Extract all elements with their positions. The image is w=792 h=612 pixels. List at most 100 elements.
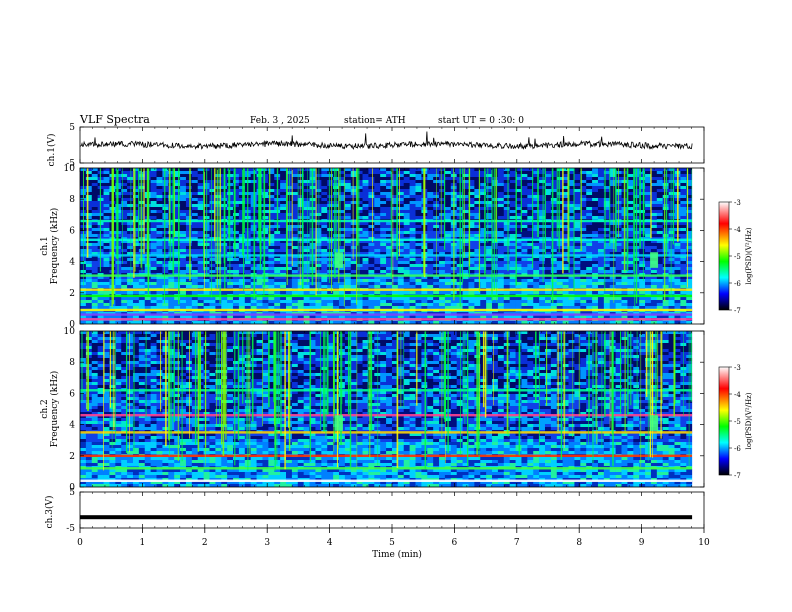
spectrogram-cell: [297, 282, 304, 286]
spectrogram-cell: [444, 255, 452, 259]
spectrogram-cell: [391, 222, 399, 226]
spectrogram-cell: [474, 168, 481, 172]
spectrogram-cell: [639, 267, 646, 271]
spectrogram-cell: [291, 216, 299, 220]
spectrogram-cell: [427, 249, 434, 253]
spectrogram-cell: [492, 300, 499, 304]
spectrogram-cell: [409, 303, 416, 307]
spectrogram-cell: [527, 216, 534, 220]
spectrogram-cell: [586, 264, 593, 268]
spectrogram-cell: [515, 291, 522, 295]
spectrogram-cell: [321, 300, 328, 304]
spectrogram-cell: [609, 201, 616, 205]
spectrogram-cell: [533, 267, 540, 271]
spectrogram-cell: [415, 291, 422, 295]
spectrogram-cell: [121, 168, 128, 172]
spectrogram-cell: [409, 249, 416, 253]
spectrogram-cell: [168, 216, 175, 220]
spectrogram-cell: [580, 171, 587, 175]
spectrogram-cell: [492, 213, 499, 217]
spectrogram-cell: [168, 171, 175, 175]
spectrogram-cell: [656, 213, 664, 217]
spectrogram-cell: [533, 285, 540, 289]
spectrogram-cell: [409, 240, 416, 244]
spectrogram-cell: [468, 180, 475, 184]
spectrogram-cell: [197, 243, 204, 247]
spectrogram-cell: [350, 228, 357, 232]
spectrogram-cell: [633, 303, 640, 307]
spectrogram-cell: [568, 249, 575, 253]
spectrogram-cell: [562, 306, 569, 310]
spectrogram-cell: [509, 246, 516, 250]
spectrogram-cell: [297, 186, 304, 190]
spectrogram-cell: [403, 168, 410, 172]
spectrogram-cell: [344, 222, 352, 226]
spectrogram-cell: [403, 300, 410, 304]
spectrogram-cell: [209, 216, 216, 220]
spectrogram-cell: [238, 249, 246, 253]
spectrogram-cell: [197, 270, 204, 274]
spectrogram-cell: [327, 303, 334, 307]
spectrogram-cell: [415, 216, 422, 220]
spectrogram-cell: [156, 192, 163, 196]
spectrogram-cell: [374, 192, 381, 196]
spectrogram-cell: [686, 225, 693, 229]
spectrogram-cell: [468, 303, 475, 307]
spectrogram-cell: [662, 300, 669, 304]
spectrogram-cell: [132, 303, 140, 307]
spectrogram-cell: [280, 204, 287, 208]
spectrogram-cell: [127, 249, 134, 253]
spectrogram-cell: [592, 243, 599, 247]
spectrogram-cell: [480, 216, 487, 220]
spectrogram-cell: [280, 240, 287, 244]
spectrogram-cell: [562, 291, 569, 295]
spectrogram-cell: [544, 246, 552, 250]
spectrogram-cell: [91, 306, 98, 310]
spectrogram-cell: [544, 282, 552, 286]
spectrogram-cell: [233, 264, 240, 268]
spectrogram-cell: [315, 213, 322, 217]
spectrogram-cell: [121, 204, 128, 208]
spectrogram-cell: [609, 261, 616, 265]
spectrogram-cell: [668, 192, 675, 196]
spectrogram-cell: [91, 258, 98, 262]
spectrogram-cell: [515, 189, 522, 193]
spectrogram-cell: [103, 192, 110, 196]
spectrogram-cell: [168, 267, 175, 271]
spectrogram-cell: [103, 267, 110, 271]
spectrogram-cell: [592, 240, 599, 244]
spectrogram-cell: [268, 306, 275, 310]
spectrogram-cell: [233, 192, 240, 196]
spectrogram-cell: [527, 285, 534, 289]
spectrogram-cell: [662, 249, 669, 253]
spectrogram-cell: [350, 246, 357, 250]
spectrogram-cell: [380, 246, 387, 250]
spectrogram-cell: [297, 234, 304, 238]
spectrogram-cell: [415, 177, 422, 181]
spectrogram-cell: [550, 243, 558, 247]
spectrogram-cell: [197, 225, 204, 229]
spectrogram-cell: [185, 180, 193, 184]
spectrogram-cell: [527, 183, 534, 187]
spectrogram-cell: [480, 189, 487, 193]
spectrogram-cell: [191, 279, 199, 283]
spectrogram-cell: [515, 216, 522, 220]
spectrogram-cell: [427, 264, 434, 268]
spectrogram-cell: [503, 231, 510, 235]
spectrogram-cell: [544, 213, 552, 217]
spectrogram-cell: [521, 249, 528, 253]
spectrogram-cell: [162, 291, 169, 295]
spectrogram-cell: [627, 234, 634, 238]
spectrogram-cell: [338, 195, 346, 199]
spectrogram-cell: [515, 177, 522, 181]
spectrogram-cell: [209, 189, 216, 193]
spectrogram-cell: [362, 180, 369, 184]
spectrogram-cell: [185, 258, 193, 262]
spectrogram-cell: [444, 267, 452, 271]
spectrogram-cell: [286, 177, 293, 181]
spectrogram-cell: [291, 252, 299, 256]
spectrogram-cell: [168, 213, 175, 217]
spectrogram-cell: [291, 240, 299, 244]
spectrogram-cell: [356, 189, 363, 193]
spectrogram-cell: [274, 270, 281, 274]
